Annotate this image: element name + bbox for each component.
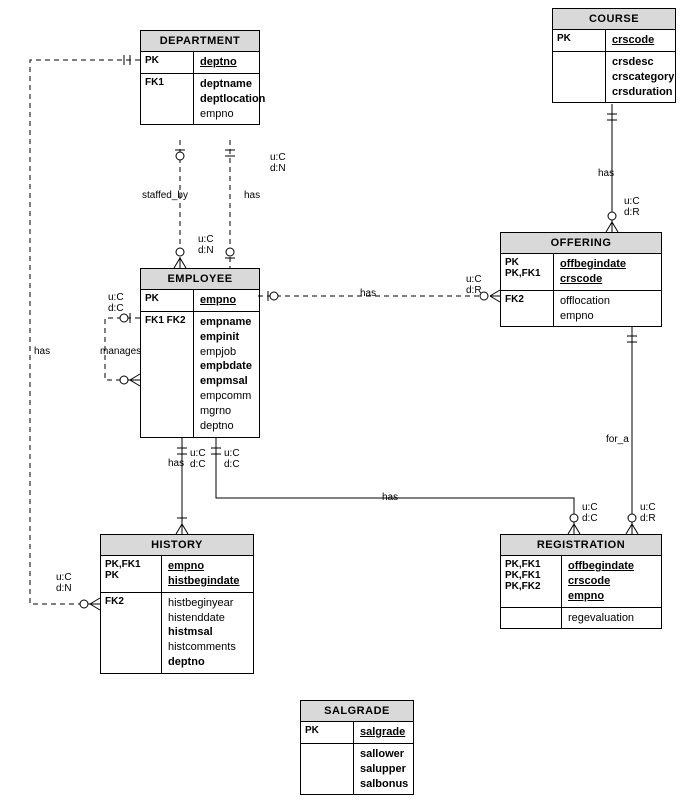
edge-emp-history-has: has u:Cd:C	[168, 438, 206, 534]
entity-offering: OFFERINGPK PK,FK1offbegindatecrscode FK2…	[500, 232, 662, 327]
cardinality-label: u:C	[190, 448, 206, 459]
body-attrs: offlocationempno	[554, 291, 661, 327]
cardinality-label: d:C	[224, 459, 240, 470]
cardinality-label: d:N	[270, 163, 286, 174]
entity-course: COURSEPKcrscodecrsdesccrscategorycrsdura…	[552, 8, 676, 103]
entity-title: COURSE	[553, 9, 675, 30]
pk-attrs: empnohistbegindate	[162, 556, 253, 592]
body-keys	[301, 744, 354, 795]
cardinality-label: d:N	[198, 245, 214, 256]
cardinality-label: d:R	[466, 285, 482, 296]
body-attrs: regevaluation	[562, 608, 661, 629]
entity-title: OFFERING	[501, 233, 661, 254]
edge-label: manages	[100, 346, 141, 357]
edge-label: has	[244, 190, 260, 201]
entity-title: REGISTRATION	[501, 535, 661, 556]
cardinality-label: u:C	[198, 234, 214, 245]
edge-emp-reg-has: hasu:Cd:Cu:Cd:C	[211, 438, 598, 534]
cardinality-label: d:C	[108, 303, 124, 314]
body-keys	[501, 608, 562, 629]
entity-department: DEPARTMENTPKdeptno FK1deptnamedeptlocati…	[140, 30, 260, 125]
body-attrs: empnameempinitempjobempbdateempmsalempco…	[194, 312, 259, 437]
entity-registration: REGISTRATIONPK,FK1 PK,FK1 PK,FK2offbegin…	[500, 534, 662, 629]
pk-keys: PK,FK1 PK,FK1 PK,FK2	[501, 556, 562, 607]
entity-employee: EMPLOYEEPKempno FK1 FK2empnameempinitemp…	[140, 268, 260, 438]
body-keys: FK2	[101, 593, 162, 673]
cardinality-label: d:R	[640, 513, 656, 524]
pk-keys: PK	[553, 30, 606, 51]
pk-attrs: deptno	[194, 52, 259, 73]
edge-emp-self-manages: manages u:Cd:C	[100, 292, 141, 386]
body-attrs: deptnamedeptlocationempno	[194, 74, 271, 125]
pk-keys: PK,FK1 PK	[101, 556, 162, 592]
cardinality-label: u:C	[108, 292, 124, 303]
cardinality-label: d:C	[190, 459, 206, 470]
entity-history: HISTORYPK,FK1 PKempnohistbegindate FK2hi…	[100, 534, 254, 674]
entity-salgrade: SALGRADEPKsalgradesallowersaluppersalbon…	[300, 700, 414, 795]
edge-label: has	[34, 346, 50, 357]
cardinality-label: u:C	[582, 502, 598, 513]
cardinality-label: u:C	[270, 152, 286, 163]
pk-keys: PK PK,FK1	[501, 254, 554, 290]
body-attrs: sallowersaluppersalbonus	[354, 744, 414, 795]
pk-attrs: crscode	[606, 30, 675, 51]
pk-keys: PK	[141, 290, 194, 311]
body-attrs: histbeginyearhistenddatehistmsalhistcomm…	[162, 593, 253, 673]
pk-attrs: salgrade	[354, 722, 413, 743]
cardinality-label: u:C	[224, 448, 240, 459]
cardinality-label: u:C	[466, 274, 482, 285]
edge-course-offering-has: has u:Cd:R	[598, 104, 640, 232]
cardinality-label: u:C	[56, 572, 72, 583]
body-keys: FK1 FK2	[141, 312, 194, 437]
pk-attrs: offbegindatecrscodeempno	[562, 556, 661, 607]
edge-offering-reg-fora: for_a u:Cd:R	[606, 326, 656, 534]
entity-title: DEPARTMENT	[141, 31, 259, 52]
cardinality-label: u:C	[640, 502, 656, 513]
body-attrs: crsdesccrscategorycrsduration	[606, 52, 680, 103]
entity-title: SALGRADE	[301, 701, 413, 722]
pk-keys: PK	[141, 52, 194, 73]
edge-emp-offering-has: has u:Cd:R	[258, 274, 500, 302]
body-keys: FK1	[141, 74, 194, 125]
edge-dept-history-has: hasu:Cd:N	[30, 55, 140, 610]
cardinality-label: u:C	[624, 196, 640, 207]
edge-dept-emp-staffed: staffed_byu:Cd:Nu:Cd:N	[142, 140, 286, 268]
edge-label: for_a	[606, 434, 629, 445]
edge-dept-emp-has: has	[225, 140, 260, 268]
pk-keys: PK	[301, 722, 354, 743]
body-keys: FK2	[501, 291, 554, 327]
entity-title: HISTORY	[101, 535, 253, 556]
edge-label: has	[598, 168, 614, 179]
edge-label: has	[360, 288, 376, 299]
cardinality-label: d:C	[582, 513, 598, 524]
pk-attrs: offbegindatecrscode	[554, 254, 661, 290]
edge-label: has	[168, 458, 184, 469]
edge-label: staffed_by	[142, 190, 188, 201]
body-keys	[553, 52, 606, 103]
cardinality-label: d:N	[56, 583, 72, 594]
edge-label: has	[382, 492, 398, 503]
cardinality-label: d:R	[624, 207, 640, 218]
entity-title: EMPLOYEE	[141, 269, 259, 290]
pk-attrs: empno	[194, 290, 259, 311]
